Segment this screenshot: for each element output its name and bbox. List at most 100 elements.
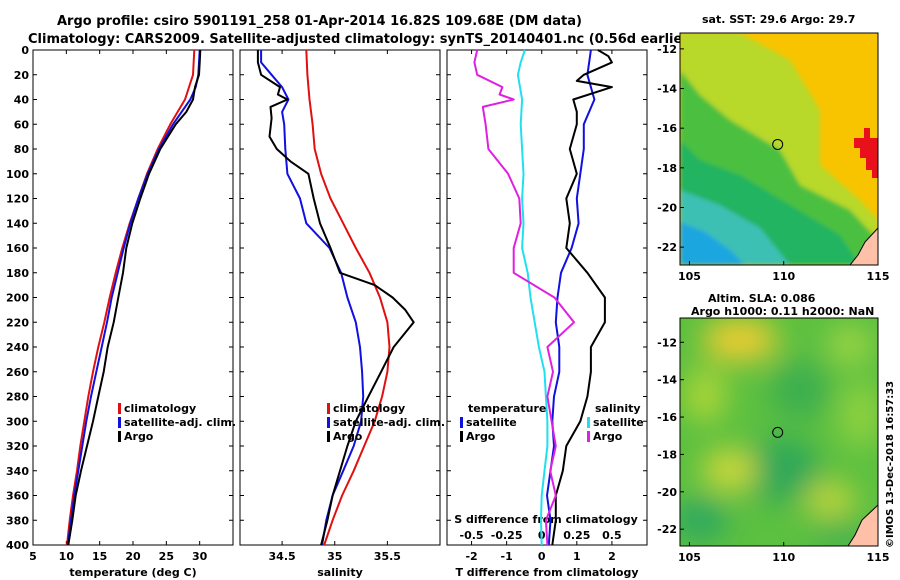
imos-watermark: ©IMOS 13-Dec-2018 16:57:33 xyxy=(885,381,896,548)
map-y-tick-label: -14 xyxy=(657,374,677,387)
temperature-satellite-line xyxy=(66,49,201,546)
legend-title-temperature: temperature xyxy=(468,402,546,415)
y-tick-label: 60 xyxy=(14,118,30,131)
map-y-tick-label: -20 xyxy=(657,486,677,499)
x-axis-label: temperature (deg C) xyxy=(69,566,196,579)
x-tick-label: 34.5 xyxy=(269,550,296,563)
legend-label: Argo xyxy=(466,430,496,443)
legend-swatch xyxy=(118,431,121,442)
temperature-argo-line xyxy=(67,49,202,546)
legend-label: satellite xyxy=(593,416,644,429)
x-tick-label: 2 xyxy=(608,550,616,563)
x-axis-label: T difference from climatology xyxy=(455,566,638,579)
x-tick-label: 20 xyxy=(125,550,141,563)
x-tick-label: 15 xyxy=(92,550,107,563)
y-tick-label: 260 xyxy=(6,366,29,379)
map-x-tick-label: 115 xyxy=(867,270,890,283)
map-y-tick-label: -12 xyxy=(657,43,677,56)
sst-argo-location-marker xyxy=(772,138,784,150)
map-y-tick-label: -22 xyxy=(657,523,677,536)
legend-swatch xyxy=(327,431,330,442)
difference-axes-frame xyxy=(446,49,648,546)
y-tick-label: 0 xyxy=(21,44,29,57)
y-tick-label: 140 xyxy=(6,217,29,230)
map-y-tick-label: -12 xyxy=(657,336,677,349)
y-tick-label: 340 xyxy=(6,465,29,478)
temperature-axes-frame xyxy=(32,49,234,546)
legend-label: Argo xyxy=(333,430,363,443)
map-y-tick-label: -20 xyxy=(657,201,677,214)
x-tick-label: -2 xyxy=(465,550,477,563)
legend-label: satellite-adj. clim. xyxy=(333,416,445,429)
legend-swatch xyxy=(460,431,463,442)
map-y-tick-label: -18 xyxy=(657,448,677,461)
sla-argo-location-marker xyxy=(772,426,784,438)
figure-title-line2: Climatology: CARS2009. Satellite-adjuste… xyxy=(28,32,695,47)
y-tick-label: 200 xyxy=(6,292,29,305)
y-tick-label: 40 xyxy=(14,94,30,107)
legend-label: Argo xyxy=(124,430,154,443)
legend-label: climatology xyxy=(124,402,196,415)
x-axis-label: salinity xyxy=(317,566,363,579)
salinity-argo-diff-line xyxy=(473,49,575,546)
y-tick-label: 320 xyxy=(6,440,29,453)
salinity-diff-tick-label: 0.5 xyxy=(602,529,622,542)
legend-swatch xyxy=(327,417,330,428)
map-x-tick-label: 115 xyxy=(867,551,890,564)
x-tick-label: 10 xyxy=(59,550,75,563)
legend-swatch xyxy=(118,417,121,428)
legend-swatch xyxy=(460,417,463,428)
temperature-climatology-line xyxy=(66,49,196,546)
legend-label: Argo xyxy=(593,430,623,443)
x-tick-label: 5 xyxy=(29,550,37,563)
x-tick-label: 0 xyxy=(538,550,546,563)
figure-title-line1: Argo profile: csiro 5901191_258 01-Apr-2… xyxy=(57,14,582,29)
y-tick-label: 380 xyxy=(6,514,29,527)
y-tick-label: 240 xyxy=(6,341,29,354)
salinity-panel: 34.5 35 35.5 salinity climatologysatellite-a… xyxy=(239,49,445,579)
y-tick-label: 100 xyxy=(6,168,29,181)
x-tick-label: 35.5 xyxy=(374,550,401,563)
x-tick-label: 1 xyxy=(573,550,581,563)
map-y-tick-label: -14 xyxy=(657,83,677,96)
map-y-tick-label: -16 xyxy=(657,411,677,424)
y-tick-label: 80 xyxy=(14,143,30,156)
y-tick-label: 120 xyxy=(6,193,29,206)
map-x-tick-label: 110 xyxy=(772,551,795,564)
y-tick-label: 300 xyxy=(6,415,29,428)
y-tick-label: 280 xyxy=(6,391,29,404)
temperature-argo-diff-line xyxy=(551,49,613,546)
x-tick-label: -1 xyxy=(501,550,513,563)
legend-swatch xyxy=(118,403,121,414)
sst-map-title: sat. SST: 29.6 Argo: 29.7 xyxy=(702,13,855,26)
legend-swatch xyxy=(327,403,330,414)
salinity-satellite-diff-line xyxy=(516,49,549,546)
y-tick-label: 360 xyxy=(6,490,29,503)
map-y-tick-label: -18 xyxy=(657,162,677,175)
salinity-diff-tick-label: -0.5 xyxy=(460,529,484,542)
map-x-tick-label: 110 xyxy=(772,270,795,283)
map-x-tick-label: 105 xyxy=(678,270,701,283)
temperature-panel: 0 20 40 60 80 100 120 140 160 180 200 220 240 260 280 3… xyxy=(6,44,236,579)
map-y-tick-label: -22 xyxy=(657,241,677,254)
map-x-tick-label: 105 xyxy=(678,551,701,564)
y-tick-label: 20 xyxy=(14,69,30,82)
difference-panel: -2 -1 0 1 2 T difference from climatology -0.5… xyxy=(446,49,648,579)
legend-label: satellite-adj. clim. xyxy=(124,416,236,429)
y-tick-label: 400 xyxy=(6,539,29,552)
y-tick-label: 220 xyxy=(6,316,29,329)
sla-map-title-line2: Argo h1000: 0.11 h2000: NaN xyxy=(691,305,874,318)
map-y-tick-label: -16 xyxy=(657,122,677,135)
x-tick-label: 25 xyxy=(159,550,174,563)
x-tick-label: 30 xyxy=(192,550,208,563)
salinity-argo-line xyxy=(256,50,415,546)
legend-label: satellite xyxy=(466,416,517,429)
legend-swatch xyxy=(587,417,590,428)
y-tick-label: 160 xyxy=(6,242,29,255)
y-tick-label: 180 xyxy=(6,267,29,280)
sla-map-title-line1: Altim. SLA: 0.086 xyxy=(708,292,816,305)
salinity-climatology-line xyxy=(305,49,391,546)
salinity-diff-tick-label: 0.25 xyxy=(563,529,590,542)
legend-title-salinity: salinity xyxy=(595,402,641,415)
salinity-diff-tick-label: -0.25 xyxy=(491,529,523,542)
